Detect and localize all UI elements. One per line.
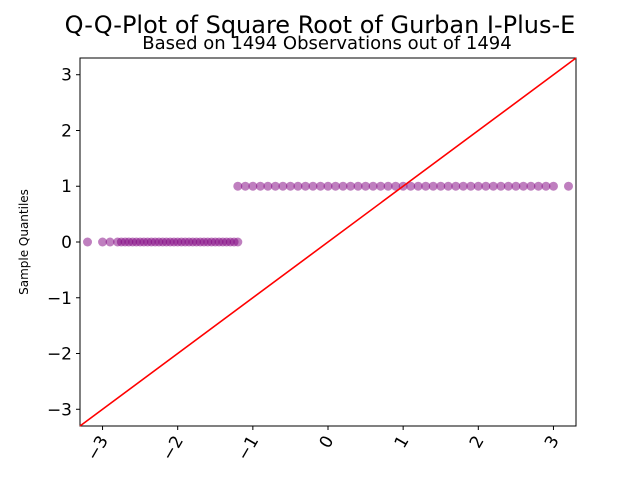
data-point <box>278 181 288 191</box>
data-point <box>233 181 243 191</box>
y-tick-label: 3 <box>61 66 72 86</box>
data-point <box>451 181 461 191</box>
x-tick-label: 0 <box>316 433 339 452</box>
data-point <box>481 181 491 191</box>
data-point <box>458 181 468 191</box>
data-point <box>83 237 93 247</box>
x-tick-label: 1 <box>391 433 414 452</box>
data-point <box>270 181 280 191</box>
data-point <box>346 181 356 191</box>
data-point <box>315 181 325 191</box>
data-point <box>533 181 543 191</box>
data-point <box>518 181 528 191</box>
data-point <box>421 181 431 191</box>
x-tick-label: 3 <box>541 433 564 452</box>
data-point <box>436 181 446 191</box>
data-point <box>105 237 115 247</box>
data-point <box>428 181 438 191</box>
reference-line <box>79 57 577 427</box>
data-point <box>406 181 416 191</box>
data-point <box>98 237 108 247</box>
data-point <box>233 237 243 247</box>
x-tick-label: −3 <box>83 433 113 465</box>
x-tick-label: 2 <box>466 433 489 452</box>
y-tick-label: 1 <box>61 177 72 197</box>
data-point <box>511 181 521 191</box>
y-tick-label: −1 <box>47 289 72 309</box>
data-point <box>240 181 250 191</box>
data-point <box>293 181 303 191</box>
data-point <box>376 181 386 191</box>
data-point <box>541 181 551 191</box>
data-point <box>391 181 401 191</box>
data-point <box>413 181 423 191</box>
data-point <box>473 181 483 191</box>
y-axis-label: Sample Quantiles <box>17 189 31 295</box>
data-point <box>300 181 310 191</box>
y-tick-label: −2 <box>47 345 72 365</box>
data-point <box>338 181 348 191</box>
y-tick-label: −3 <box>47 400 72 420</box>
y-tick-label: 2 <box>61 121 72 141</box>
data-point <box>488 181 498 191</box>
data-point <box>526 181 536 191</box>
chart-title: Q-Q-Plot of Square Root of Gurban I-Plus… <box>65 11 576 39</box>
data-point <box>308 181 318 191</box>
data-point <box>368 181 378 191</box>
data-point <box>361 181 371 191</box>
x-tick-label: −1 <box>233 433 263 465</box>
data-point <box>548 181 558 191</box>
x-tick-label: −2 <box>158 433 188 465</box>
data-point <box>255 181 265 191</box>
data-point <box>563 181 573 191</box>
data-point <box>503 181 513 191</box>
data-point <box>353 181 363 191</box>
data-point <box>285 181 295 191</box>
plot-marks <box>79 57 577 427</box>
data-point <box>323 181 333 191</box>
data-point <box>496 181 506 191</box>
data-point <box>383 181 393 191</box>
data-point <box>466 181 476 191</box>
data-point <box>248 181 258 191</box>
chart-subtitle: Based on 1494 Observations out of 1494 <box>142 33 511 54</box>
data-point <box>263 181 273 191</box>
y-tick-label: 0 <box>61 233 72 253</box>
data-point <box>331 181 341 191</box>
data-point <box>443 181 453 191</box>
